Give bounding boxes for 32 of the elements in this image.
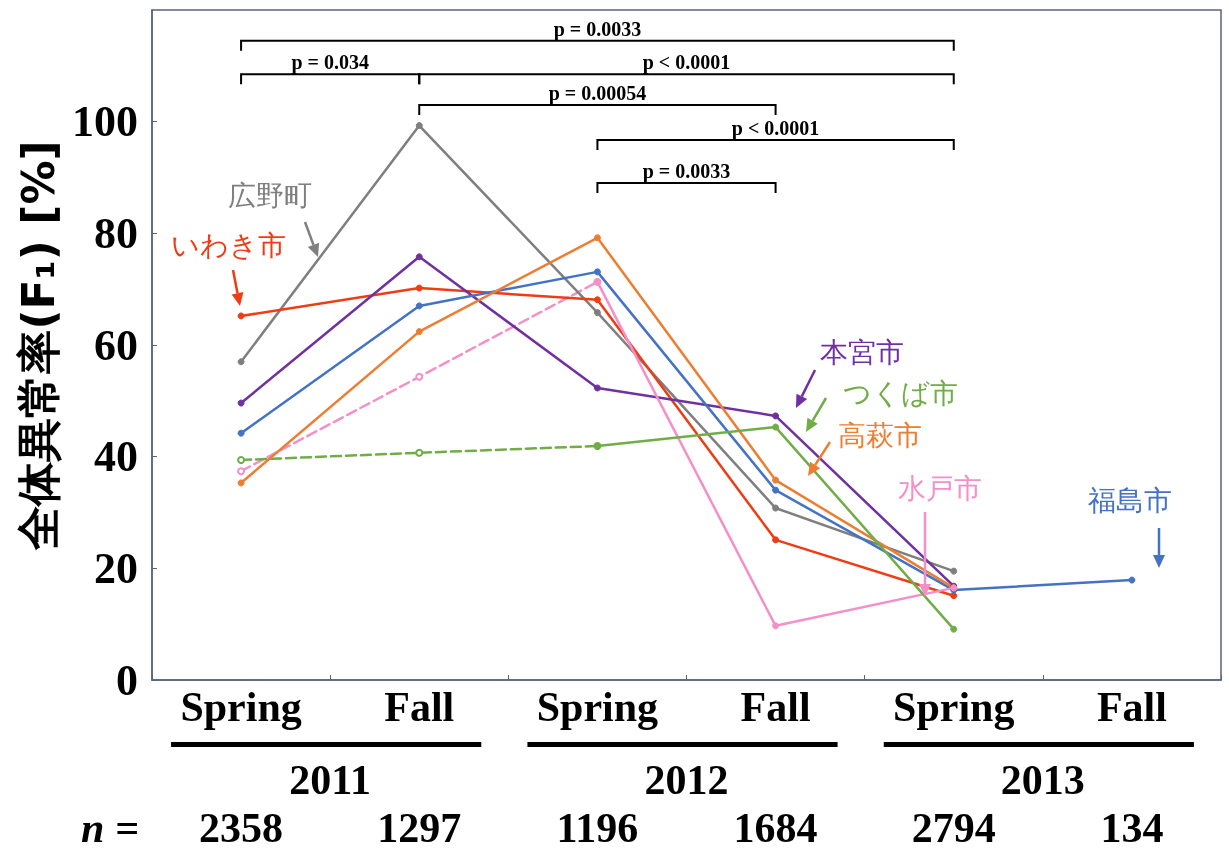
series-label: いわき市 [170,228,286,262]
y-tick-label: 80 [94,208,138,258]
text: 2794 [911,805,996,848]
series-label: 広野町 [228,178,312,212]
y-tick-label: 60 [94,320,138,370]
text: 1196 [556,805,639,848]
text: 134 [1100,805,1164,848]
legend-label: 高萩市 [838,418,922,452]
y-tick-label: 20 [94,543,138,593]
text: 水戸市 [898,471,982,505]
y-tick-label: 100 [72,97,138,147]
y-axis-title: 全体異常率(F₁) [%] [12,140,64,551]
x-tick-label: Spring [893,684,1015,730]
text: 1684 [733,805,818,848]
text: 2013 [1000,757,1085,803]
annotation: p = 0.034 [291,51,369,75]
x-tick-label: Fall [384,684,455,730]
legend-label: つくば市 [842,376,958,410]
text: 2012 [644,757,729,803]
text: 本宮市 [820,335,904,369]
x-tick-label: Fall [1096,684,1167,730]
x-tick-label: Spring [536,684,659,730]
x-tick-label: Spring [180,684,302,730]
text: 2358 [199,805,284,848]
y-tick-label: 0 [116,655,138,705]
text: n = [81,805,139,848]
text: 1297 [377,805,462,848]
annotation: p < 0.0001 [642,51,731,75]
y-tick-label: 40 [94,432,138,482]
x-tick-label: Fall [740,684,811,730]
text: 2011 [289,757,372,803]
text: 福島市 [1088,483,1172,517]
